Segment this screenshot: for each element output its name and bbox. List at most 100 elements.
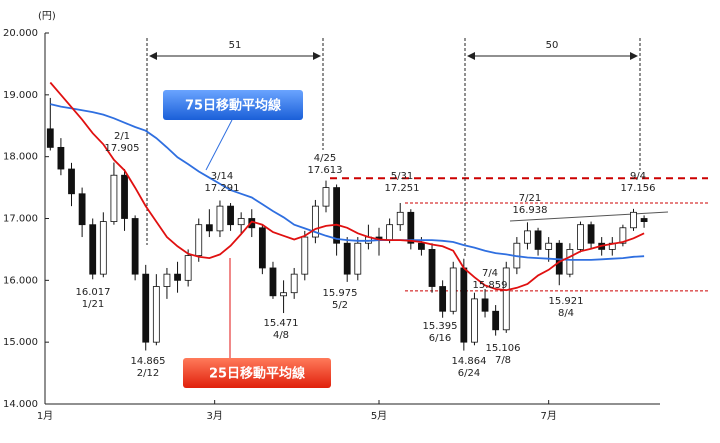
trend-line <box>509 211 669 222</box>
candle-body <box>418 242 425 250</box>
annotation: 15.106 <box>486 343 521 354</box>
candle-body <box>449 267 457 312</box>
x-tick-label: 1月 <box>37 410 53 422</box>
candle-body <box>110 174 118 222</box>
y-tick-label: 19.000 <box>3 90 38 101</box>
candle-body <box>195 224 203 257</box>
span-markers <box>146 38 641 258</box>
candle-body <box>492 310 500 331</box>
candle-body <box>227 205 234 226</box>
unit-label: (円) <box>38 11 56 22</box>
candle-body <box>481 298 489 312</box>
candle-body <box>407 211 415 244</box>
annotation: 7/4 <box>482 268 498 279</box>
y-tick-label: 14.000 <box>3 399 38 410</box>
candle-body <box>577 224 584 250</box>
annotation: 16.938 <box>513 205 548 216</box>
annotation: 6/16 <box>429 333 451 344</box>
candle-body <box>121 174 128 219</box>
candle-body <box>152 286 160 343</box>
candle-body <box>534 230 542 250</box>
annotation: 7/21 <box>519 193 541 204</box>
candle-body <box>322 187 330 207</box>
annotation: 17.156 <box>621 183 656 194</box>
candle-body <box>99 221 107 275</box>
candle-body <box>142 273 150 343</box>
annotation: 3/14 <box>211 171 233 182</box>
candle-body <box>89 224 97 275</box>
annotation: 7/8 <box>495 355 511 366</box>
annotation: 6/24 <box>458 368 480 379</box>
annotation: 8/4 <box>558 308 574 319</box>
candle-body <box>333 187 340 244</box>
candle-body <box>258 227 266 269</box>
annotation: 15.395 <box>423 321 458 332</box>
y-tick-label: 15.000 <box>3 337 38 348</box>
annotation: 4/25 <box>314 153 336 164</box>
candle-body <box>163 273 171 287</box>
candle-body <box>386 224 394 241</box>
y-tick-label: 16.000 <box>3 275 38 286</box>
candle-body <box>174 273 181 281</box>
candle-body <box>184 255 192 281</box>
y-tick-label: 18.000 <box>3 152 38 163</box>
candle-body <box>216 205 224 232</box>
candle-body <box>619 227 627 244</box>
annotation: 17.291 <box>205 183 240 194</box>
candle-body <box>354 242 362 275</box>
candle-body <box>205 224 213 232</box>
candle-body <box>237 218 245 226</box>
annotation: 15.859 <box>473 280 508 291</box>
annotation: 14.864 <box>452 356 487 367</box>
candle-body <box>131 218 139 275</box>
candle-body <box>630 211 637 229</box>
ma75-label: 75日移動平均線 <box>185 98 282 114</box>
span-label: 50 <box>546 40 559 51</box>
candle-body <box>343 242 351 275</box>
ma25-box <box>183 358 331 388</box>
candle-body <box>471 298 478 343</box>
annotation: 16.017 <box>76 287 111 298</box>
candle-body <box>587 224 595 244</box>
candle-body <box>566 249 574 275</box>
candle-body <box>428 249 436 287</box>
candle-body <box>269 267 277 297</box>
background-layer: 14.000 15.000 16.000 17.000 18.000 19.000 20.0… <box>3 28 708 422</box>
y-tick-label: 17.000 <box>3 214 38 225</box>
annotation: 14.865 <box>131 356 166 367</box>
candle-body <box>396 211 404 226</box>
y-tick-label: 20.000 <box>3 28 38 39</box>
candle-body <box>46 128 54 148</box>
candle-body <box>439 286 447 312</box>
candle-body <box>301 236 309 275</box>
candle-body <box>57 146 65 170</box>
candle-body <box>640 218 648 222</box>
candle-body <box>460 267 468 343</box>
span-label: 51 <box>229 40 242 51</box>
annotation: 9/4 <box>630 171 646 182</box>
candle-body <box>290 273 298 294</box>
annotation: 17.905 <box>105 143 140 154</box>
ma75-box <box>163 90 303 120</box>
candle-body <box>280 292 287 297</box>
annotation: 17.251 <box>385 183 420 194</box>
annotation: 2/1 <box>114 131 130 142</box>
annotation: 4/8 <box>273 330 289 341</box>
candle-body <box>311 205 319 238</box>
annotation: 5/2 <box>332 300 348 311</box>
candle-body <box>524 230 531 244</box>
annotation: 15.921 <box>549 296 584 307</box>
ma-line <box>50 103 645 261</box>
ma25-label: 25日移動平均線 <box>209 366 306 382</box>
candle-body <box>78 193 86 226</box>
annotation: 15.471 <box>264 318 299 329</box>
candle-body <box>502 267 510 331</box>
x-tick-label: 7月 <box>540 410 556 422</box>
x-tick-label: 5月 <box>371 410 387 422</box>
label-pointer <box>205 119 233 171</box>
ma-line <box>49 81 645 292</box>
annotation: 15.975 <box>323 288 358 299</box>
candle-body <box>545 242 553 250</box>
